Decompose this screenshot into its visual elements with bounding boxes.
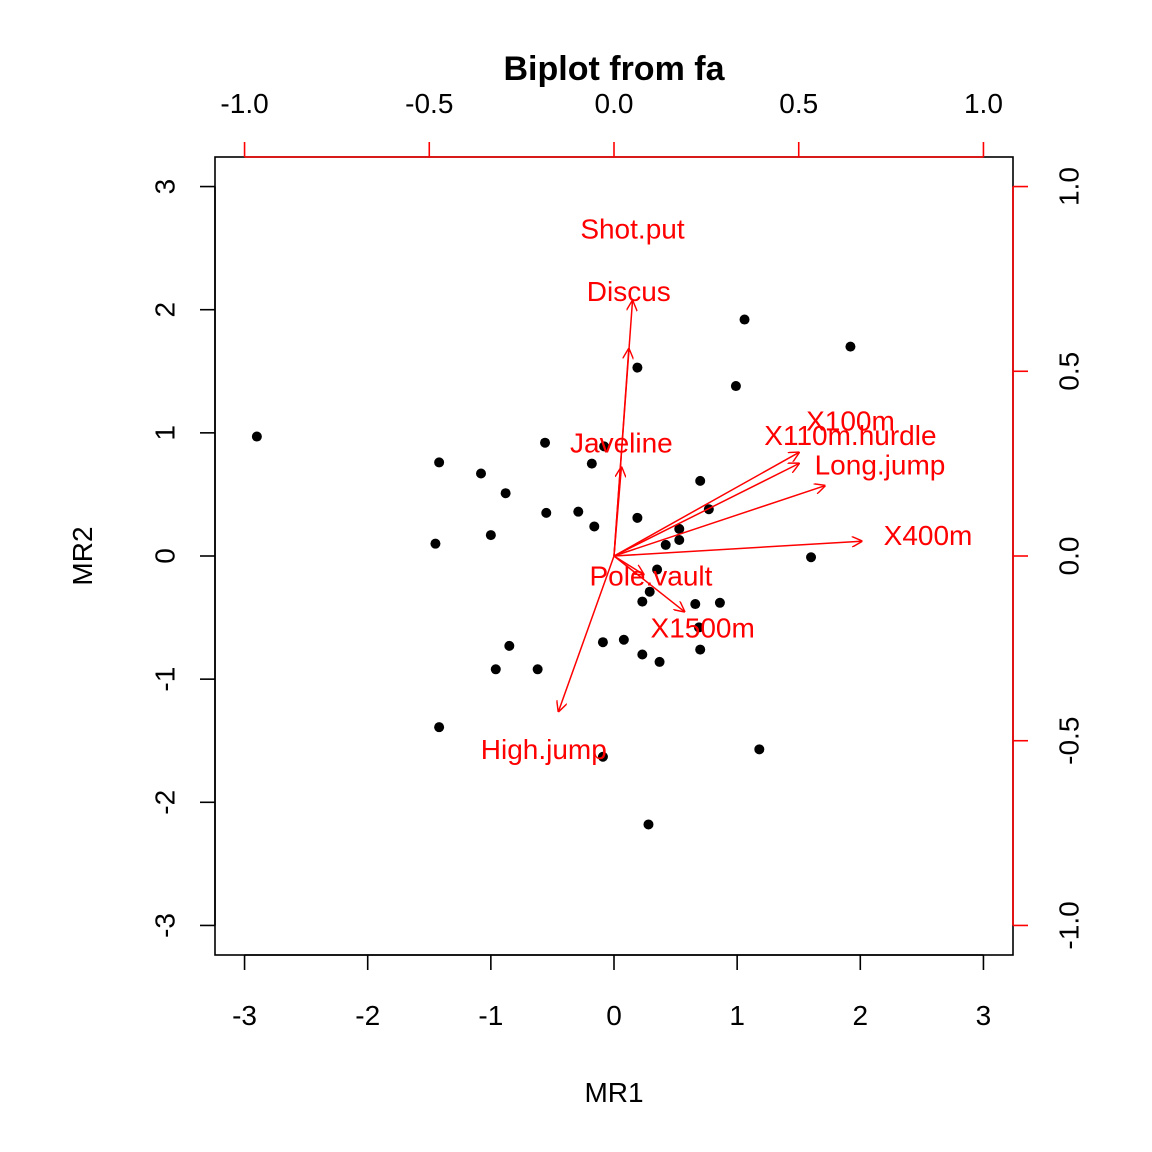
- score-point: [660, 539, 671, 550]
- chart-title: Biplot from fa: [504, 50, 726, 88]
- score-point: [695, 475, 706, 486]
- loading-arrows: Shot.put Discus Javeline X100mX110m.hurdleL…: [481, 213, 973, 765]
- top-tick-label: 0.5: [779, 88, 818, 119]
- score-point: [845, 341, 856, 352]
- y-tick-label: 2: [149, 302, 180, 318]
- x-tick-label: 0: [606, 1000, 622, 1031]
- loading-arrow: [613, 541, 862, 557]
- variable-label: X1500m: [651, 612, 755, 643]
- x-tick-label: -3: [232, 1000, 257, 1031]
- variable-label: Shot.put: [580, 213, 685, 244]
- variable-label: Pole.vault: [589, 561, 712, 592]
- top-tick-label: -1.0: [220, 88, 268, 119]
- score-point: [695, 644, 706, 655]
- variable-label: Long.jump: [815, 450, 946, 481]
- score-point: [597, 751, 608, 762]
- score-point: [532, 664, 543, 675]
- right-tick-label: 0.5: [1053, 352, 1084, 391]
- variable-label: Javeline: [570, 428, 673, 459]
- score-point: [504, 640, 515, 651]
- score-point: [654, 656, 665, 667]
- score-point: [589, 521, 600, 532]
- x-tick-label: -1: [478, 1000, 503, 1031]
- y-tick-label: -1: [149, 667, 180, 692]
- score-point: [618, 634, 629, 645]
- score-point: [652, 564, 663, 575]
- score-point: [476, 468, 486, 479]
- variable-label: High.jump: [481, 734, 607, 765]
- score-point: [490, 664, 501, 675]
- x-tick-label: 2: [853, 1000, 869, 1031]
- score-point: [597, 637, 608, 648]
- score-point: [693, 622, 704, 633]
- score-point: [637, 649, 648, 660]
- score-point: [714, 597, 725, 608]
- right-tick-label: 0.0: [1053, 537, 1084, 576]
- x-tick-label: -2: [355, 1000, 380, 1031]
- right-tick-label: -1.0: [1053, 901, 1084, 949]
- loading-arrow: [613, 453, 799, 557]
- y-tick-label: 1: [149, 425, 180, 441]
- score-point: [730, 381, 741, 392]
- axes-layer: -3 -2 -1 0 1 2 3 -3 -2 -1 0 1 2 3 -1.0 -0.5 0.0 0.5 1.0 -1.…: [149, 88, 1084, 1031]
- score-point: [485, 530, 496, 541]
- score-point: [434, 722, 445, 733]
- score-point: [500, 488, 511, 499]
- score-point: [586, 458, 597, 469]
- loading-arrow: [559, 555, 615, 711]
- x-tick-label: 1: [729, 1000, 745, 1031]
- score-point: [632, 512, 643, 523]
- score-point: [674, 534, 685, 545]
- score-point: [599, 441, 610, 452]
- loading-arrow: [613, 467, 621, 557]
- score-point: [540, 437, 551, 448]
- variable-label: Discus: [587, 276, 671, 307]
- score-point: [674, 523, 685, 534]
- loading-arrow: [613, 464, 799, 557]
- right-tick-label: 1.0: [1053, 167, 1084, 206]
- score-point: [573, 506, 584, 517]
- score-point: [643, 819, 654, 830]
- score-point: [644, 586, 655, 597]
- y-tick-label: 3: [149, 179, 180, 195]
- x-tick-label: 3: [976, 1000, 992, 1031]
- score-point: [541, 507, 552, 518]
- variable-label: X110m.hurdle: [764, 420, 936, 451]
- y-tick-label: 0: [149, 548, 180, 564]
- score-point: [739, 314, 750, 325]
- score-point: [690, 599, 701, 610]
- loading-arrow: [613, 555, 684, 611]
- score-point: [637, 596, 648, 607]
- score-point: [251, 431, 262, 442]
- top-tick-label: -0.5: [405, 88, 453, 119]
- top-tick-label: 1.0: [964, 88, 1003, 119]
- score-point: [434, 457, 445, 468]
- y-tick-label: -2: [149, 790, 180, 815]
- y-axis-label: MR2: [67, 526, 98, 585]
- score-point: [632, 362, 643, 373]
- right-tick-label: -0.5: [1053, 717, 1084, 765]
- x-axis-label: MR1: [584, 1077, 643, 1108]
- y-tick-label: -3: [149, 913, 180, 938]
- variable-label: X400m: [884, 520, 973, 551]
- top-tick-label: 0.0: [595, 88, 634, 119]
- loading-arrow: [613, 486, 825, 557]
- variable-label: X100m: [806, 405, 895, 436]
- score-point: [806, 552, 817, 563]
- score-point: [754, 744, 765, 755]
- score-point: [430, 538, 441, 549]
